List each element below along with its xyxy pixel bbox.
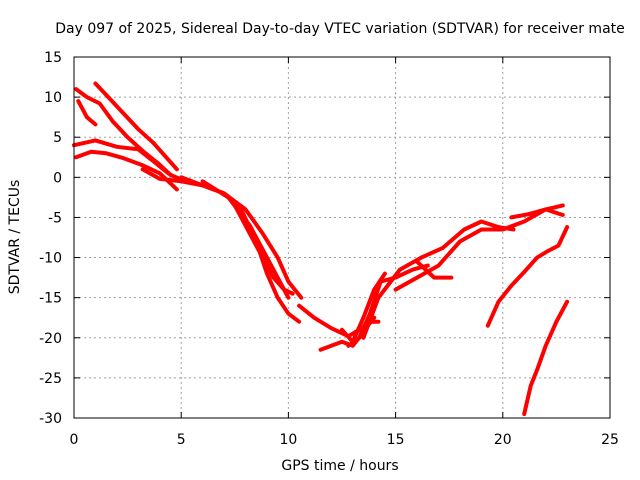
series-track-18 xyxy=(485,225,570,328)
series-track-3 xyxy=(72,138,171,176)
series-track-5 xyxy=(76,99,98,127)
plot-frame xyxy=(73,56,611,419)
series-track-9 xyxy=(232,203,295,296)
series-track-13 xyxy=(346,263,430,348)
x-tick-label: 25 xyxy=(601,432,619,448)
y-tick-label: 10 xyxy=(44,90,62,106)
y-tick-label: 15 xyxy=(44,50,62,66)
y-axis-label: SDTVAR / TECUs xyxy=(7,180,23,295)
y-tick-label: 0 xyxy=(53,170,62,186)
series-track-19 xyxy=(522,299,570,416)
series-track-2 xyxy=(93,81,179,172)
y-tick-label: -10 xyxy=(39,251,62,267)
series-track-17 xyxy=(509,207,565,220)
chart-title: Day 097 of 2025, Sidereal Day-to-day VTE… xyxy=(55,21,625,37)
x-tick-label: 0 xyxy=(70,432,79,448)
data-series xyxy=(72,81,570,416)
x-tick-label: 5 xyxy=(177,432,186,448)
series-track-1 xyxy=(74,87,188,184)
x-tick-label: 15 xyxy=(387,432,405,448)
series-track-14 xyxy=(361,219,516,340)
series-track-16 xyxy=(415,259,454,280)
x-tick-label: 10 xyxy=(279,432,297,448)
y-tick-label: -15 xyxy=(39,291,62,307)
y-tick-label: -20 xyxy=(39,331,62,347)
y-tick-label: -30 xyxy=(39,411,62,427)
y-tick-label: -25 xyxy=(39,371,62,387)
y-tick-label: -5 xyxy=(48,210,62,226)
y-tick-label: 5 xyxy=(53,130,62,146)
x-tick-label: 20 xyxy=(494,432,512,448)
x-axis-label: GPS time / hours xyxy=(281,458,398,474)
grid xyxy=(74,57,610,418)
series-track-4 xyxy=(74,149,179,192)
series-track-7 xyxy=(179,175,302,324)
axis-ticks: 0 5 10 15 20 25 15 10 5 0 -5 -10 -15 -20 -25 -30 xyxy=(39,50,619,448)
series-track-15 xyxy=(393,203,565,292)
